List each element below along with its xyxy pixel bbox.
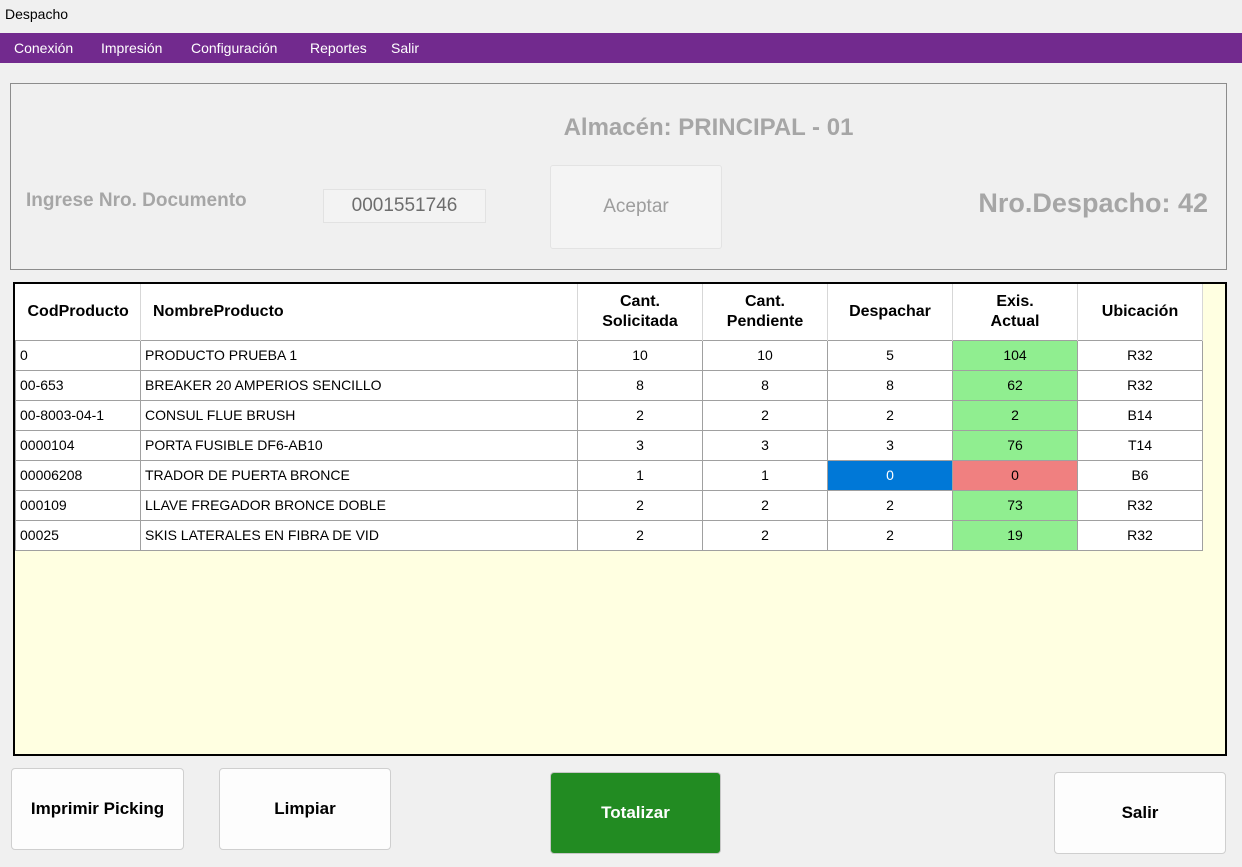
table-row[interactable]: 0 PRODUCTO PRUEBA 1 10 10 5 104 R32: [15, 339, 1203, 371]
cell-cod: 0: [15, 339, 141, 371]
menu-impresion[interactable]: Impresión: [101, 40, 163, 56]
menu-configuracion[interactable]: Configuración: [191, 40, 278, 56]
cell-cod: 00-653: [15, 369, 141, 401]
cell-solicitada: 10: [577, 339, 703, 371]
cell-exis: 62: [952, 369, 1078, 401]
cell-exis: 0: [952, 459, 1078, 491]
cell-pendiente: 2: [702, 399, 828, 431]
despacho-number: Nro.Despacho: 42: [978, 188, 1208, 218]
cell-ubicacion: R32: [1077, 489, 1203, 521]
cell-nombre: TRADOR DE PUERTA BRONCE: [140, 459, 578, 491]
column-header-nombre[interactable]: NombreProducto: [140, 284, 578, 340]
column-header-solicitada[interactable]: Cant. Solicitada: [577, 284, 703, 340]
cell-pendiente: 1: [702, 459, 828, 491]
menu-conexion[interactable]: Conexión: [14, 40, 74, 56]
title-bar: Despacho: [0, 0, 1242, 33]
products-table: CodProducto NombreProducto Cant. Solicitad…: [15, 284, 1203, 551]
cell-despachar[interactable]: 2: [827, 399, 953, 431]
table-row[interactable]: 00025 SKIS LATERALES EN FIBRA DE VID 2 2 2 19…: [15, 519, 1203, 551]
salir-button[interactable]: Salir: [1054, 772, 1226, 854]
cell-solicitada: 3: [577, 429, 703, 461]
aceptar-button[interactable]: Aceptar: [550, 165, 722, 249]
cell-pendiente: 2: [702, 489, 828, 521]
cell-despachar[interactable]: 2: [827, 489, 953, 521]
cell-ubicacion: T14: [1077, 429, 1203, 461]
cell-nombre: SKIS LATERALES EN FIBRA DE VID: [140, 519, 578, 551]
cell-cod: 00006208: [15, 459, 141, 491]
cell-pendiente: 3: [702, 429, 828, 461]
cell-ubicacion: R32: [1077, 339, 1203, 371]
menu-bar: Conexión Impresión Configuración Reporte…: [0, 33, 1242, 63]
column-header-cod[interactable]: CodProducto: [15, 284, 141, 340]
table-row[interactable]: 000109 LLAVE FREGADOR BRONCE DOBLE 2 2 2 73 R3…: [15, 489, 1203, 521]
almacen-title: Almacén: PRINCIPAL - 01: [563, 114, 854, 141]
column-header-pendiente[interactable]: Cant. Pendiente: [702, 284, 828, 340]
products-grid[interactable]: CodProducto NombreProducto Cant. Solicitad…: [13, 282, 1227, 756]
cell-despachar[interactable]: 3: [827, 429, 953, 461]
column-header-ubicacion[interactable]: Ubicación: [1077, 284, 1203, 340]
cell-nombre: LLAVE FREGADOR BRONCE DOBLE: [140, 489, 578, 521]
limpiar-button[interactable]: Limpiar: [219, 768, 391, 850]
table-row[interactable]: 00-653 BREAKER 20 AMPERIOS SENCILLO 8 8 8 62 R…: [15, 369, 1203, 401]
cell-despachar[interactable]: 5: [827, 339, 953, 371]
cell-solicitada: 2: [577, 399, 703, 431]
cell-cod: 00-8003-04-1: [15, 399, 141, 431]
cell-solicitada: 8: [577, 369, 703, 401]
column-header-despachar[interactable]: Despachar: [827, 284, 953, 340]
cell-despachar[interactable]: 8: [827, 369, 953, 401]
imprimir-picking-button[interactable]: Imprimir Picking: [11, 768, 184, 850]
table-row[interactable]: 00-8003-04-1 CONSUL FLUE BRUSH 2 2 2 2 B14: [15, 399, 1203, 431]
cell-despachar[interactable]: 0: [827, 459, 953, 491]
cell-solicitada: 2: [577, 489, 703, 521]
cell-solicitada: 1: [577, 459, 703, 491]
document-number-input[interactable]: [323, 189, 486, 223]
cell-ubicacion: R32: [1077, 519, 1203, 551]
cell-pendiente: 2: [702, 519, 828, 551]
menu-salir[interactable]: Salir: [391, 40, 420, 56]
cell-exis: 2: [952, 399, 1078, 431]
cell-ubicacion: R32: [1077, 369, 1203, 401]
cell-nombre: CONSUL FLUE BRUSH: [140, 399, 578, 431]
cell-solicitada: 2: [577, 519, 703, 551]
table-header-row: CodProducto NombreProducto Cant. Solicitad…: [15, 284, 1203, 340]
cell-ubicacion: B6: [1077, 459, 1203, 491]
cell-nombre: PRODUCTO PRUEBA 1: [140, 339, 578, 371]
cell-cod: 00025: [15, 519, 141, 551]
cell-pendiente: 8: [702, 369, 828, 401]
cell-pendiente: 10: [702, 339, 828, 371]
cell-exis: 19: [952, 519, 1078, 551]
cell-exis: 73: [952, 489, 1078, 521]
column-header-exis[interactable]: Exis. Actual: [952, 284, 1078, 340]
cell-despachar[interactable]: 2: [827, 519, 953, 551]
cell-nombre: PORTA FUSIBLE DF6-AB10: [140, 429, 578, 461]
cell-cod: 0000104: [15, 429, 141, 461]
cell-exis: 76: [952, 429, 1078, 461]
header-panel: Almacén: PRINCIPAL - 01 Ingrese Nro. Doc…: [10, 83, 1227, 270]
window-title: Despacho: [5, 6, 69, 22]
table-row[interactable]: 0000104 PORTA FUSIBLE DF6-AB10 3 3 3 76 T14: [15, 429, 1203, 461]
menu-reportes[interactable]: Reportes: [310, 40, 367, 56]
cell-cod: 000109: [15, 489, 141, 521]
document-label: Ingrese Nro. Documento: [26, 190, 247, 211]
totalizar-button[interactable]: Totalizar: [550, 772, 721, 854]
cell-ubicacion: B14: [1077, 399, 1203, 431]
cell-exis: 104: [952, 339, 1078, 371]
cell-nombre: BREAKER 20 AMPERIOS SENCILLO: [140, 369, 578, 401]
table-row[interactable]: 00006208 TRADOR DE PUERTA BRONCE 1 1 0 0 B6: [15, 459, 1203, 491]
